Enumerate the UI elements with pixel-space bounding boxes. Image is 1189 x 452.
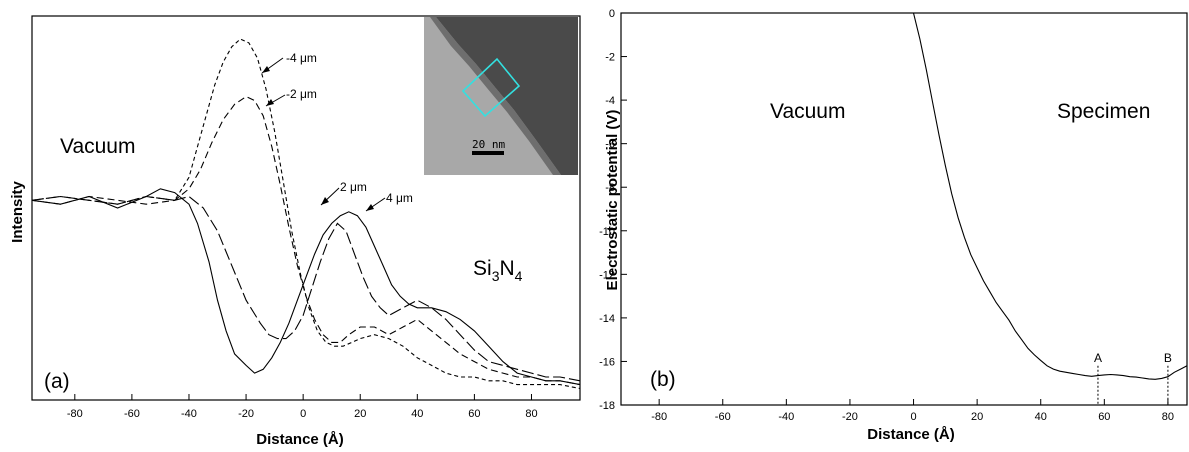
marker-label-b: B <box>1164 351 1172 365</box>
panel-b-y-axis-label: Electrostatic potential (V) <box>604 110 621 291</box>
panel-b-y-tick-label: -2 <box>605 52 615 64</box>
panel-a-label: (a) <box>44 370 70 393</box>
panel-b-vacuum-label: Vacuum <box>770 100 845 123</box>
inset-scale-bar <box>472 151 504 155</box>
panel-b-x-tick-label: -80 <box>651 411 667 423</box>
panel-b-x-tick-label: -40 <box>778 411 794 423</box>
callout-minus2um-label: -2 μm <box>286 87 317 101</box>
panel-a-x-ticks: -80 -60 -40 -20 0 20 40 60 80 <box>67 394 538 420</box>
callout-minus4um-label: -4 μm <box>286 51 317 65</box>
panel-b-x-tick-label: 0 <box>910 411 916 423</box>
callout-4um-label: 4 μm <box>386 191 413 205</box>
panel-b-x-axis-label: Distance (Å) <box>867 426 955 443</box>
panel-b-y-tick-label: -16 <box>599 356 615 368</box>
callout-4um: 4 μm <box>366 191 413 211</box>
panel-b-x-tick-label: -60 <box>715 411 731 423</box>
material-sub-3: 3 <box>492 268 500 284</box>
panel-b-potential-line <box>914 13 1188 379</box>
arrowhead-minus4um <box>262 66 270 73</box>
panel-b-series <box>914 13 1188 379</box>
panel-a-x-tick-label: 80 <box>525 408 537 420</box>
panel-b: -80 -60 -40 -20 0 20 40 60 800-2-4-6-8-10-12-14-… <box>599 8 1187 443</box>
marker-label-a: A <box>1094 351 1102 365</box>
material-si: Si <box>473 257 492 280</box>
arrowhead-4um <box>366 204 374 211</box>
panel-b-x-tick-label: 80 <box>1162 411 1174 423</box>
panel-b-frame <box>621 13 1187 405</box>
panel-b-x-tick-label: 20 <box>971 411 983 423</box>
callout-minus4um: -4 μm <box>262 51 317 73</box>
panel-b-x-tick-label: 60 <box>1098 411 1110 423</box>
panel-b-label: (b) <box>650 368 676 391</box>
arrowhead-minus2um <box>266 99 274 106</box>
panel-a-x-tick-label: 40 <box>411 408 423 420</box>
panel-b-y-tick-label: -4 <box>605 95 615 107</box>
panel-b-x-tick-label: -20 <box>842 411 858 423</box>
panel-a-x-tick-label: 0 <box>300 408 306 420</box>
panel-a-series-line-1 <box>32 197 580 381</box>
panel-b-ticks: -80 -60 -40 -20 0 20 40 60 800-2-4-6-8-10-12-14-… <box>599 8 1174 423</box>
panel-b-y-tick-label: 0 <box>609 8 615 20</box>
callout-minus2um: -2 μm <box>266 87 317 106</box>
panel-a-x-tick-label: -20 <box>238 408 254 420</box>
callout-2um: 2 μm <box>321 180 367 205</box>
material-sub-4: 4 <box>515 268 523 284</box>
panel-a-material-label: Si3N4 <box>473 257 523 284</box>
panel-a: -80 -60 -40 -20 0 20 40 60 80 Vacuum Si3N4 (a) -… <box>9 16 580 448</box>
panel-b-y-tick-label: -14 <box>599 313 615 325</box>
panel-a-x-axis-label: Distance (Å) <box>256 431 344 448</box>
callout-2um-label: 2 μm <box>340 180 367 194</box>
panel-a-series-line-0 <box>32 189 580 385</box>
panel-a-x-tick-label: -60 <box>124 408 140 420</box>
panel-a-x-tick-label: -80 <box>67 408 83 420</box>
panel-b-x-tick-label: 40 <box>1035 411 1047 423</box>
panel-a-x-tick-label: 60 <box>468 408 480 420</box>
inset-micrograph: 20 nm <box>424 17 578 175</box>
inset-scale-label: 20 nm <box>472 138 505 151</box>
panel-a-y-axis-label: Intensity <box>9 181 26 243</box>
panel-a-vacuum-label: Vacuum <box>60 135 135 158</box>
material-n: N <box>499 257 514 280</box>
panel-b-specimen-label: Specimen <box>1057 100 1150 123</box>
panel-a-x-tick-label: -40 <box>181 408 197 420</box>
panel-a-x-tick-label: 20 <box>354 408 366 420</box>
panel-b-y-tick-label: -18 <box>599 400 615 412</box>
